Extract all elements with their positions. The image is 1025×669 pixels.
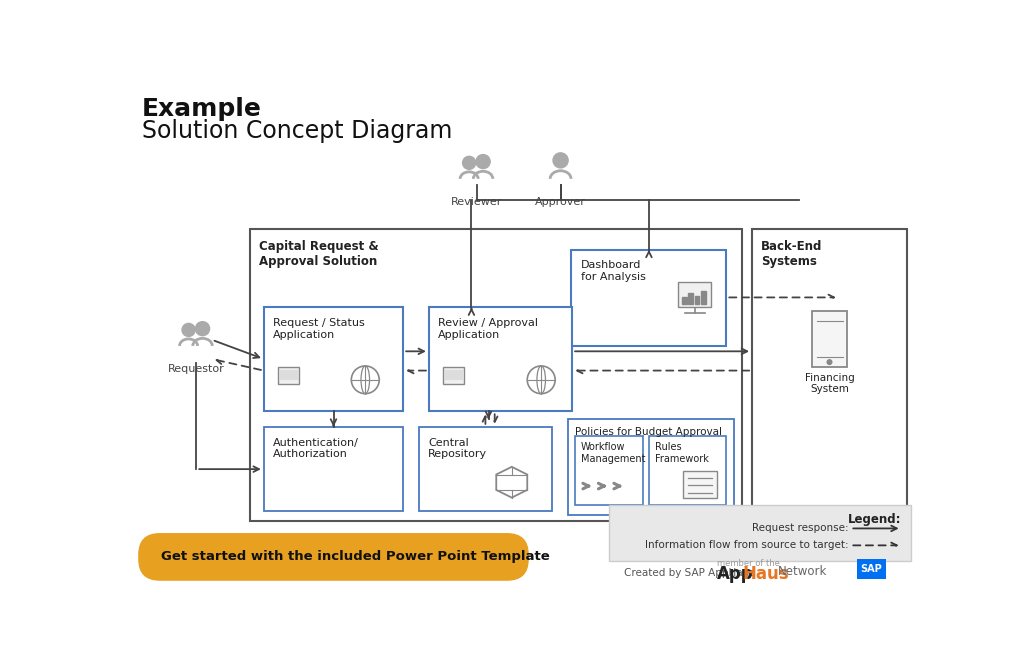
Text: Requestor: Requestor: [168, 365, 224, 375]
Bar: [278, 367, 299, 385]
Bar: [419, 427, 552, 512]
Bar: [428, 308, 572, 411]
Bar: [568, 419, 734, 515]
Text: Reviewer: Reviewer: [451, 197, 502, 207]
Text: Financing
System: Financing System: [805, 373, 855, 395]
Bar: [679, 282, 711, 306]
Bar: [689, 293, 693, 304]
Text: Haus: Haus: [743, 565, 789, 583]
Text: Request response:: Request response:: [752, 523, 849, 533]
FancyBboxPatch shape: [138, 533, 529, 581]
Text: Solution Concept Diagram: Solution Concept Diagram: [142, 119, 452, 142]
Bar: [575, 436, 643, 505]
Bar: [263, 427, 403, 512]
Text: SAP: SAP: [860, 564, 883, 574]
Text: Request / Status
Application: Request / Status Application: [273, 318, 365, 340]
Text: Get started with the included Power Point Template: Get started with the included Power Poin…: [162, 551, 550, 563]
Text: Review / Approval
Application: Review / Approval Application: [438, 318, 538, 340]
Text: Central
Repository: Central Repository: [428, 438, 487, 459]
Circle shape: [554, 153, 568, 168]
Text: Approver: Approver: [535, 197, 586, 207]
Text: Capital Request &
Approval Solution: Capital Request & Approval Solution: [259, 240, 378, 268]
Text: Authentication/
Authorization: Authentication/ Authorization: [273, 438, 359, 459]
Bar: [250, 229, 742, 522]
FancyBboxPatch shape: [857, 559, 886, 579]
Text: Back-End
Systems: Back-End Systems: [762, 240, 823, 268]
Bar: [683, 472, 718, 498]
Circle shape: [462, 157, 476, 169]
Bar: [445, 370, 462, 379]
Bar: [752, 229, 907, 522]
Circle shape: [196, 322, 209, 336]
Bar: [813, 311, 848, 367]
Text: Workflow
Management: Workflow Management: [581, 442, 645, 464]
Bar: [701, 291, 705, 304]
Text: member of the: member of the: [718, 559, 780, 568]
Bar: [263, 308, 403, 411]
Text: Created by SAP AppHaus: Created by SAP AppHaus: [624, 568, 754, 578]
Text: Network: Network: [778, 565, 827, 579]
Circle shape: [476, 155, 490, 169]
Bar: [443, 367, 464, 385]
Circle shape: [182, 323, 195, 337]
Bar: [571, 250, 727, 346]
Text: Example: Example: [142, 97, 262, 121]
Bar: [649, 436, 727, 505]
Bar: [683, 298, 687, 304]
Circle shape: [827, 360, 832, 365]
Bar: [280, 370, 297, 379]
Text: Rules
Framework: Rules Framework: [655, 442, 709, 464]
Bar: [695, 296, 699, 304]
Bar: [609, 505, 911, 561]
Text: Policies for Budget Approval: Policies for Budget Approval: [575, 427, 723, 437]
Text: App: App: [718, 565, 753, 583]
Text: Legend:: Legend:: [848, 513, 902, 526]
Text: Information flow from source to target:: Information flow from source to target:: [646, 541, 849, 551]
Text: Dashboard
for Analysis: Dashboard for Analysis: [581, 260, 646, 282]
